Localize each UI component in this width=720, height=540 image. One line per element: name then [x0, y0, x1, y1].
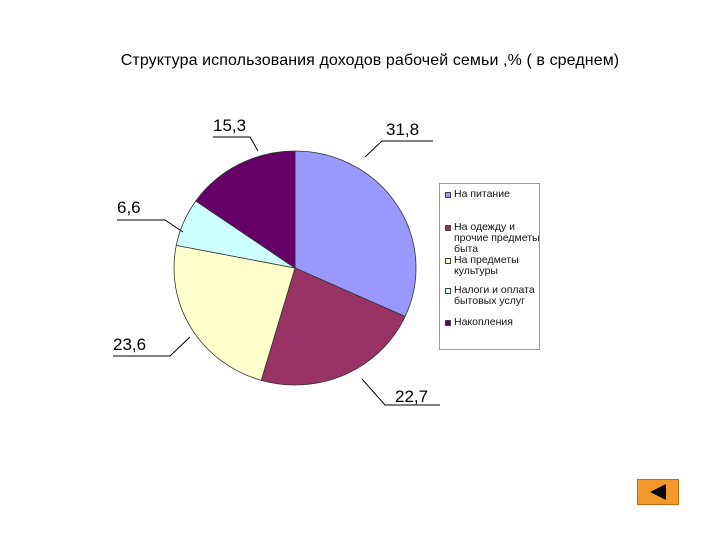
back-button[interactable] — [637, 479, 679, 505]
leader-line-1 — [364, 140, 433, 158]
legend-swatch-1 — [445, 192, 451, 198]
data-label-3: 23,6 — [113, 335, 146, 354]
chart-title: Структура использования доходов рабочей … — [120, 52, 620, 69]
pie-slice-2 — [260, 267, 406, 386]
legend-swatch-3 — [445, 258, 451, 264]
pie-slice-3 — [173, 244, 296, 381]
legend-label-5: Накопления — [454, 316, 513, 328]
chart-legend: На питание На одежду и прочие предметы бы… — [439, 183, 540, 350]
pie-slice-5 — [195, 150, 296, 269]
data-label-5: 15,3 — [213, 116, 246, 135]
leader-line-4 — [117, 219, 184, 233]
leader-line-2 — [361, 378, 440, 406]
pie-slice-1 — [294, 150, 417, 318]
legend-label-2: На одежду и прочие предметы быта — [454, 221, 540, 255]
legend-swatch-2 — [445, 225, 451, 231]
data-label-2: 22,7 — [395, 387, 428, 406]
leader-line-5 — [213, 136, 259, 152]
leader-line-3 — [113, 336, 191, 357]
legend-label-3: На предметы культуры — [454, 254, 519, 277]
legend-label-4: Налоги и оплата бытовых услуг — [454, 284, 535, 307]
legend-swatch-4 — [445, 288, 451, 294]
data-label-1: 31,8 — [386, 120, 419, 139]
data-label-4: 6,6 — [117, 198, 141, 217]
legend-swatch-5 — [445, 320, 451, 326]
legend-label-1: На питание — [454, 188, 510, 200]
triangle-left-icon — [650, 484, 666, 500]
